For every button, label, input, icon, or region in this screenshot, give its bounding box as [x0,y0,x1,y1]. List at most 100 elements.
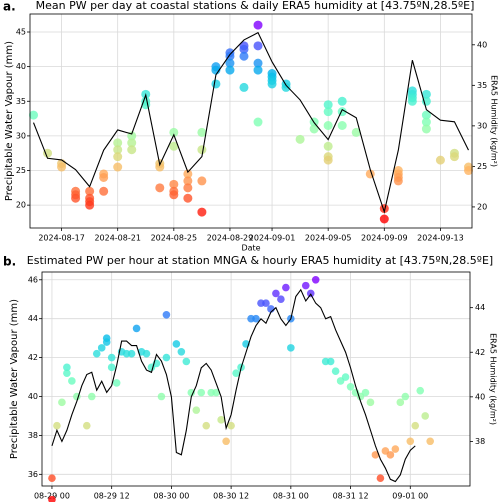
data-point [107,353,116,362]
x-tick-label: 08-29 12 [94,492,130,501]
data-point [421,124,431,134]
x-axis-label: Date [241,244,260,253]
data-point [127,145,137,155]
y2-tick-label: 30 [477,121,487,130]
data-point [87,392,96,401]
humidity-line [32,31,469,214]
x-tick-label: 2024-09-01 [249,234,296,243]
data-point [323,107,333,117]
data-point [157,392,166,401]
data-point [239,44,249,54]
y-tick-label: 45 [16,28,26,37]
data-point [97,344,106,352]
data-point [337,96,347,106]
data-point [192,406,201,414]
data-point [183,176,193,186]
data-point [239,51,249,61]
data-point [277,295,285,304]
data-point [406,437,415,446]
data-point [63,369,71,377]
data-point [112,379,121,387]
data-point [323,141,333,151]
y2-tick-label: 25 [477,162,487,171]
data-point [183,169,193,179]
data-point [421,89,431,99]
data-point [376,474,385,483]
data-point [393,176,403,186]
data-point [113,138,123,148]
data-point [48,474,56,483]
data-point [281,82,291,92]
data-point [197,388,206,397]
data-point [58,398,66,407]
data-point [435,155,445,165]
data-point [113,152,123,162]
y-tick-label: 30 [16,131,26,140]
y-tick-label: 25 [16,166,26,175]
data-point [169,190,179,200]
y-tick-label: 42 [28,353,38,362]
data-point [211,79,221,89]
x-tick-label: 2024-08-29 [207,234,254,243]
data-point [155,183,165,193]
data-point [253,20,263,30]
y-tick-label: 40 [16,62,26,71]
data-point [323,155,333,165]
data-point [341,373,350,381]
data-point [232,369,240,377]
plot-frame [41,271,471,487]
data-point [386,451,395,459]
data-point [301,281,310,290]
data-point [155,162,165,172]
data-point [169,127,179,137]
data-point [85,200,95,210]
data-point [371,451,380,459]
data-point [253,58,263,68]
x-tick-label: 08-30 00 [153,492,189,501]
data-point [217,416,225,424]
x-tick-label: 2024-08-17 [38,234,85,243]
data-point [99,172,109,182]
data-point [227,421,235,430]
data-point [182,357,191,366]
y2-axis-label: ERA5 Humidity (kg/m²) [490,75,499,167]
y2-tick-label: 40 [477,40,487,49]
data-point [391,445,400,453]
data-point [287,344,295,352]
y-tick-label: 38 [28,431,38,440]
x-tick-label: 2024-08-21 [94,234,141,243]
data-point [411,421,420,430]
data-point [351,127,361,137]
y2-tick-label: 38 [475,437,485,446]
data-point [48,495,56,502]
data-point [169,179,179,189]
data-point [323,100,333,110]
data-point [183,183,193,193]
data-point [71,193,81,203]
y-tick-label: 40 [28,392,38,401]
data-point [311,275,320,284]
y-axis-label: Precipitable Water Vapour (mm) [9,299,20,459]
x-tick-label: 09-01 00 [392,492,428,501]
data-point [253,41,263,51]
data-point [162,353,171,362]
humidity-line [51,288,416,483]
y2-tick-label: 40 [475,392,485,401]
data-point [53,421,61,430]
y-tick-label: 36 [28,470,38,479]
data-point [262,299,270,307]
y2-tick-label: 44 [475,303,485,312]
data-point [331,367,340,376]
data-point [212,388,220,397]
y-tick-label: 35 [16,97,26,106]
y-tick-label: 44 [28,314,38,323]
data-point [57,162,67,172]
data-point [421,110,431,120]
data-point [68,377,76,385]
data-point [225,58,235,68]
data-point [202,421,211,430]
x-tick-label: 2024-09-05 [305,234,352,243]
data-point [416,386,425,395]
